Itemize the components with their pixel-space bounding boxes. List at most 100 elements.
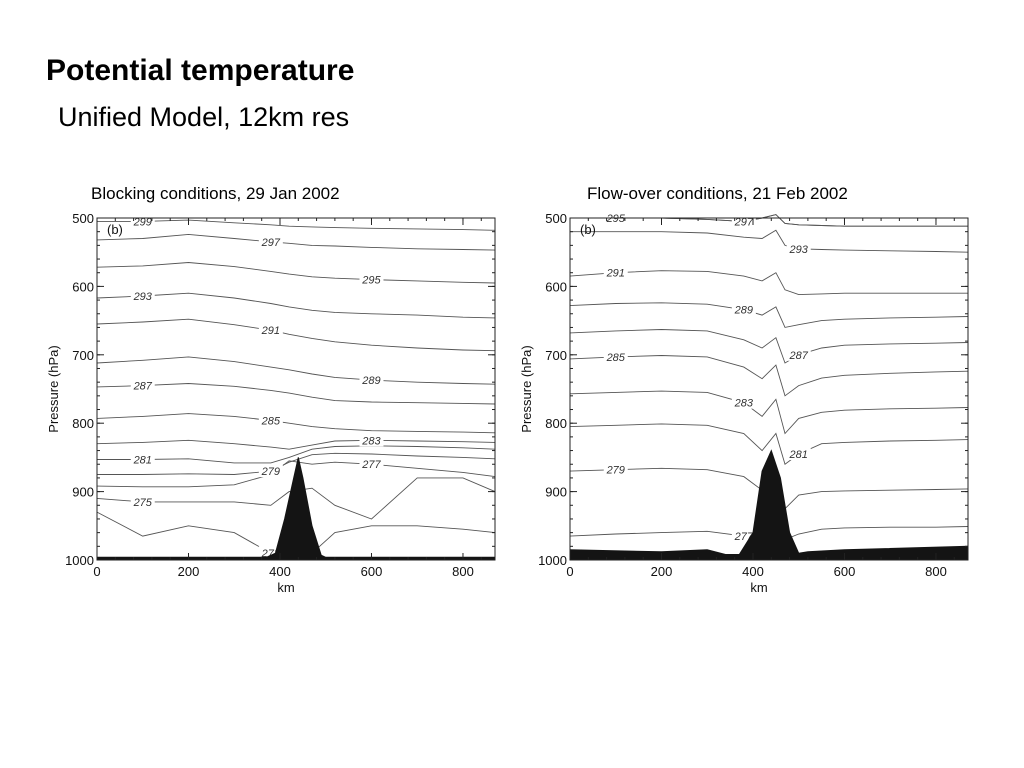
blocking-contour-label-277: 277 bbox=[361, 459, 381, 471]
flow-over-contour-289 bbox=[569, 302, 969, 328]
blocking-contour-281 bbox=[97, 445, 496, 464]
blocking-contour-293 bbox=[96, 292, 496, 319]
blocking-contour-label-275: 275 bbox=[133, 497, 153, 509]
blocking-contour-label-bg bbox=[258, 464, 283, 478]
blocking-contour-label-279: 279 bbox=[261, 466, 280, 478]
blocking-contour-297 bbox=[96, 233, 496, 251]
flow-over-y-axis-title: Pressure (hPa) bbox=[519, 345, 534, 432]
flow-over-contour-label-287: 287 bbox=[789, 350, 809, 362]
blocking-panel-label: (b) bbox=[107, 222, 123, 237]
blocking-contour-label-bg bbox=[130, 378, 155, 392]
blocking-contour-label-291: 291 bbox=[261, 325, 280, 337]
flow-over-chart: 295 297 293 291 289 287 285 283 281 279 277 500 600 7… bbox=[518, 210, 973, 602]
blocking-contour-label-297: 297 bbox=[261, 237, 281, 249]
flow-over-chart-svg: 295 2972932912892872852832812792775006007… bbox=[519, 211, 969, 595]
flow-over-y-tick-label: 900 bbox=[545, 485, 567, 500]
flow-over-contour-label-bg bbox=[786, 446, 811, 460]
flow-over-contour-283 bbox=[569, 390, 969, 435]
blocking-x-tick-label: 600 bbox=[361, 564, 383, 579]
flow-over-contour-297 bbox=[570, 214, 968, 227]
blocking-x-tick-label: 400 bbox=[269, 564, 291, 579]
flow-over-contour-label-281: 281 bbox=[789, 449, 808, 461]
flow-over-panel-label: (b) bbox=[580, 222, 596, 237]
flow-over-orography bbox=[569, 449, 969, 561]
flow-over-x-tick-label: 0 bbox=[566, 564, 573, 579]
flow-over-x-tick-label: 400 bbox=[742, 564, 764, 579]
blocking-contour-label-bg bbox=[258, 234, 283, 248]
flow-over-contour-label-bg bbox=[731, 302, 756, 316]
blocking-plot-frame bbox=[96, 217, 496, 561]
blocking-contour-label-289: 289 bbox=[361, 375, 380, 387]
blocking-orography bbox=[96, 457, 496, 561]
flow-over-x-tick-label: 600 bbox=[834, 564, 856, 579]
blocking-x-axis-title: km bbox=[277, 580, 294, 595]
blocking-contour-label-bg bbox=[258, 323, 283, 337]
flow-over-x-tick-label: 200 bbox=[651, 564, 673, 579]
blocking-x-tick-label: 800 bbox=[452, 564, 474, 579]
blocking-contour-label-283: 283 bbox=[361, 435, 381, 447]
flow-over-contour-287 bbox=[569, 329, 969, 364]
slide-subtitle: Unified Model, 12km res bbox=[58, 102, 350, 132]
blocking-y-tick-label: 900 bbox=[72, 485, 94, 500]
flow-over-contour-label-bg bbox=[603, 462, 628, 476]
flow-over-contour-label-279: 279 bbox=[606, 465, 625, 477]
blocking-chart: 299 297 295 293 291 289 287 285 283 281 279 277 275 2… bbox=[45, 210, 500, 602]
blocking-contour-label-293: 293 bbox=[133, 291, 153, 303]
blocking-chart-svg: 299 297 295 293 291 289 287 285 283 281 279 277 275 2… bbox=[46, 211, 496, 595]
flow-over-y-tick-label: 1000 bbox=[538, 553, 567, 568]
flow-over-contour-label-285: 285 bbox=[606, 352, 626, 364]
flow-over-contour-label-bg bbox=[786, 241, 811, 255]
flow-over-contour-label-293: 293 bbox=[789, 244, 809, 256]
blocking-y-tick-label: 600 bbox=[72, 279, 94, 294]
blocking-contour-label-287: 287 bbox=[133, 381, 153, 393]
blocking-contour-295 bbox=[96, 262, 496, 284]
flow-over-x-tick-label: 800 bbox=[925, 564, 947, 579]
blocking-y-tick-label: 1000 bbox=[65, 553, 94, 568]
flow-over-y-tick-label: 700 bbox=[545, 348, 567, 363]
blocking-y-tick-label: 800 bbox=[72, 416, 94, 431]
blocking-contour-label-bg bbox=[359, 272, 384, 286]
blocking-contour-label-299: 299 bbox=[133, 216, 152, 228]
blocking-contour-287 bbox=[96, 383, 496, 405]
blocking-contour-label-bg bbox=[130, 452, 155, 466]
flow-over-contour-label-295: 295 bbox=[606, 213, 626, 225]
blocking-contour-label-bg bbox=[359, 457, 384, 471]
blocking-contour-289 bbox=[96, 356, 496, 385]
flow-over-y-tick-label: 600 bbox=[545, 279, 567, 294]
flow-over-contour-label-bg bbox=[786, 347, 811, 361]
flow-over-contour-label-291: 291 bbox=[606, 268, 625, 280]
flow-over-y-tick-label: 800 bbox=[545, 416, 567, 431]
blocking-contour-285 bbox=[96, 413, 496, 434]
blocking-contour-label-bg bbox=[130, 288, 155, 302]
flow-over-contour-291 bbox=[569, 270, 968, 296]
blocking-contour-label-bg bbox=[258, 413, 283, 427]
flow-over-plot-frame bbox=[569, 217, 969, 561]
blocking-contour-label-281: 281 bbox=[133, 454, 152, 466]
flow-over-contour-label-283: 283 bbox=[734, 398, 754, 410]
blocking-chart-caption: Blocking conditions, 29 Jan 2002 bbox=[91, 184, 340, 203]
blocking-contour-label-295: 295 bbox=[361, 275, 381, 287]
flow-over-y-tick-label: 500 bbox=[545, 211, 567, 226]
flow-over-contour-293 bbox=[570, 229, 969, 253]
blocking-contour-291 bbox=[96, 318, 496, 352]
blocking-contour-279 bbox=[97, 452, 496, 475]
blocking-y-tick-label: 700 bbox=[72, 348, 94, 363]
blocking-contour-299 bbox=[97, 219, 496, 231]
blocking-x-tick-label: 200 bbox=[178, 564, 200, 579]
flow-over-contour-label-bg bbox=[603, 265, 628, 279]
flow-over-contour-281 bbox=[569, 423, 969, 465]
flow-over-contour-label-bg bbox=[603, 349, 628, 363]
blocking-y-axis-title: Pressure (hPa) bbox=[46, 345, 61, 432]
blocking-contour-label-bg bbox=[130, 494, 155, 508]
blocking-x-tick-label: 0 bbox=[93, 564, 100, 579]
flow-over-contour-label-bg bbox=[731, 395, 756, 409]
flow-over-contour-285 bbox=[569, 355, 969, 397]
blocking-contour-283 bbox=[96, 439, 496, 450]
blocking-y-tick-label: 500 bbox=[72, 211, 94, 226]
blocking-contour-label-bg bbox=[359, 433, 384, 447]
blocking-contour-label-285: 285 bbox=[261, 415, 281, 427]
flow-over-chart-caption: Flow-over conditions, 21 Feb 2002 bbox=[587, 184, 848, 203]
flow-over-contour-label-297: 297 bbox=[734, 216, 754, 228]
flow-over-contour-label-289: 289 bbox=[734, 305, 753, 317]
blocking-contour-label-bg bbox=[359, 373, 384, 387]
